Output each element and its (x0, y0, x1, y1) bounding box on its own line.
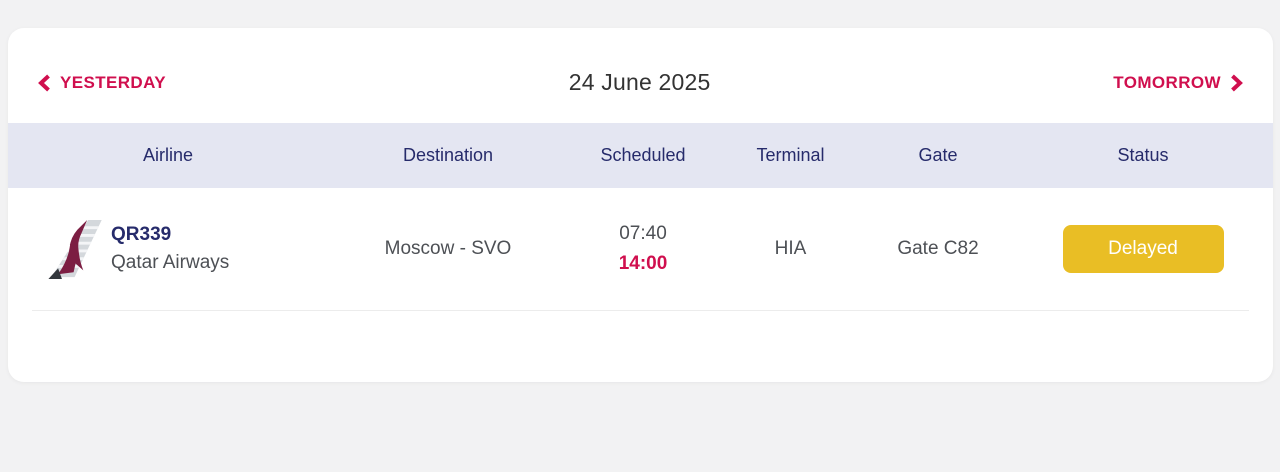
next-day-button[interactable]: TOMORROW (1111, 69, 1245, 97)
status-badge: Delayed (1062, 225, 1224, 273)
chevron-right-icon (1230, 74, 1243, 92)
previous-day-label: YESTERDAY (60, 72, 166, 92)
column-header-destination: Destination (402, 145, 494, 165)
previous-day-button[interactable]: YESTERDAY (36, 69, 168, 97)
scheduled-time: 07:40 (619, 223, 667, 244)
column-header-gate: Gate (918, 145, 958, 165)
destination-cell: Moscow - SVO (384, 238, 512, 259)
updated-time: 14:00 (618, 253, 668, 274)
terminal-cell: HIA (774, 238, 807, 259)
airline-cell: QR339 Qatar Airways (8, 218, 328, 280)
flight-schedule-card: YESTERDAY 24 June 2025 TOMORROW Airline … (8, 28, 1273, 382)
airline-name: Qatar Airways (111, 252, 230, 273)
airline-identity: QR339 Qatar Airways (111, 224, 229, 274)
row-divider (32, 310, 1249, 311)
column-header-terminal: Terminal (756, 145, 825, 165)
current-date: 24 June 2025 (568, 69, 711, 95)
table-header-row: Airline Destination Scheduled Terminal G… (8, 123, 1273, 188)
scheduled-cell: 07:40 14:00 (568, 223, 718, 275)
flight-number: QR339 (111, 224, 172, 245)
qatar-airways-tail-logo-icon (48, 218, 105, 280)
status-cell: Delayed (1013, 225, 1273, 273)
column-header-status: Status (1117, 145, 1169, 165)
next-day-label: TOMORROW (1113, 72, 1221, 92)
flight-row[interactable]: QR339 Qatar Airways Moscow - SVO 07:40 1… (8, 188, 1273, 310)
gate-cell: Gate C82 (897, 238, 979, 259)
date-navigation: YESTERDAY 24 June 2025 TOMORROW (8, 28, 1273, 123)
column-header-airline: Airline (142, 145, 194, 165)
column-header-scheduled: Scheduled (600, 145, 686, 165)
chevron-left-icon (38, 74, 51, 92)
